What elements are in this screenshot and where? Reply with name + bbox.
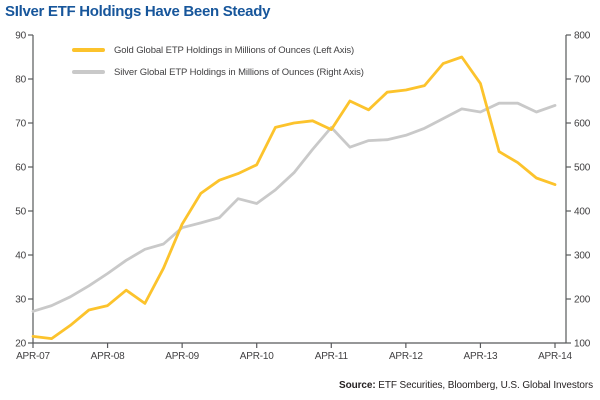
right-axis-tick-label: 700 (574, 75, 591, 86)
left-axis-tick-label: 40 (15, 251, 26, 262)
x-axis-tick-label: APR-10 (240, 351, 274, 362)
x-axis-tick-label: APR-07 (16, 351, 50, 362)
legend-item-silver: Silver Global ETP Holdings in Millions o… (72, 61, 364, 83)
right-axis-tick-label: 100 (574, 339, 591, 350)
legend-label-gold: Gold Global ETP Holdings in Millions of … (114, 44, 355, 56)
gold-line-swatch (72, 48, 105, 52)
left-axis-tick-label: 80 (15, 75, 26, 86)
silver-series-line (31, 101, 557, 313)
right-axis-tick-label: 400 (574, 207, 591, 218)
left-axis-tick-label: 30 (15, 295, 26, 306)
chart-title: SIlver ETF Holdings Have Been Steady (5, 3, 271, 20)
right-axis-tick-label: 600 (574, 119, 591, 130)
x-axis-tick-label: APR-08 (91, 351, 125, 362)
left-axis-tick-label: 50 (15, 207, 26, 218)
legend: Gold Global ETP Holdings in Millions of … (72, 39, 364, 83)
source-note: Source: ETF Securities, Bloomberg, U.S. … (339, 380, 593, 391)
right-axis-tick-label: 200 (574, 295, 591, 306)
x-axis-tick-label: APR-13 (464, 351, 498, 362)
left-axis-tick-label: 70 (15, 119, 26, 130)
x-axis-tick-label: APR-11 (315, 351, 349, 362)
legend-label-silver: Silver Global ETP Holdings in Millions o… (114, 66, 364, 78)
source-label: Source: (339, 380, 376, 391)
right-axis-tick-label: 300 (574, 251, 591, 262)
x-axis-tick-label: APR-09 (165, 351, 199, 362)
right-axis-tick-label: 800 (574, 31, 591, 42)
left-axis-tick-label: 90 (15, 31, 26, 42)
left-axis-tick-label: 60 (15, 163, 26, 174)
source-text: ETF Securities, Bloomberg, U.S. Global I… (378, 380, 593, 391)
x-axis-tick-label: APR-14 (538, 351, 572, 362)
legend-item-gold: Gold Global ETP Holdings in Millions of … (72, 39, 364, 61)
silver-line-swatch (72, 70, 105, 74)
right-axis-tick-label: 500 (574, 163, 591, 174)
gold-series-line (31, 55, 557, 341)
x-axis-tick-label: APR-12 (389, 351, 423, 362)
left-axis-tick-label: 20 (15, 339, 26, 350)
